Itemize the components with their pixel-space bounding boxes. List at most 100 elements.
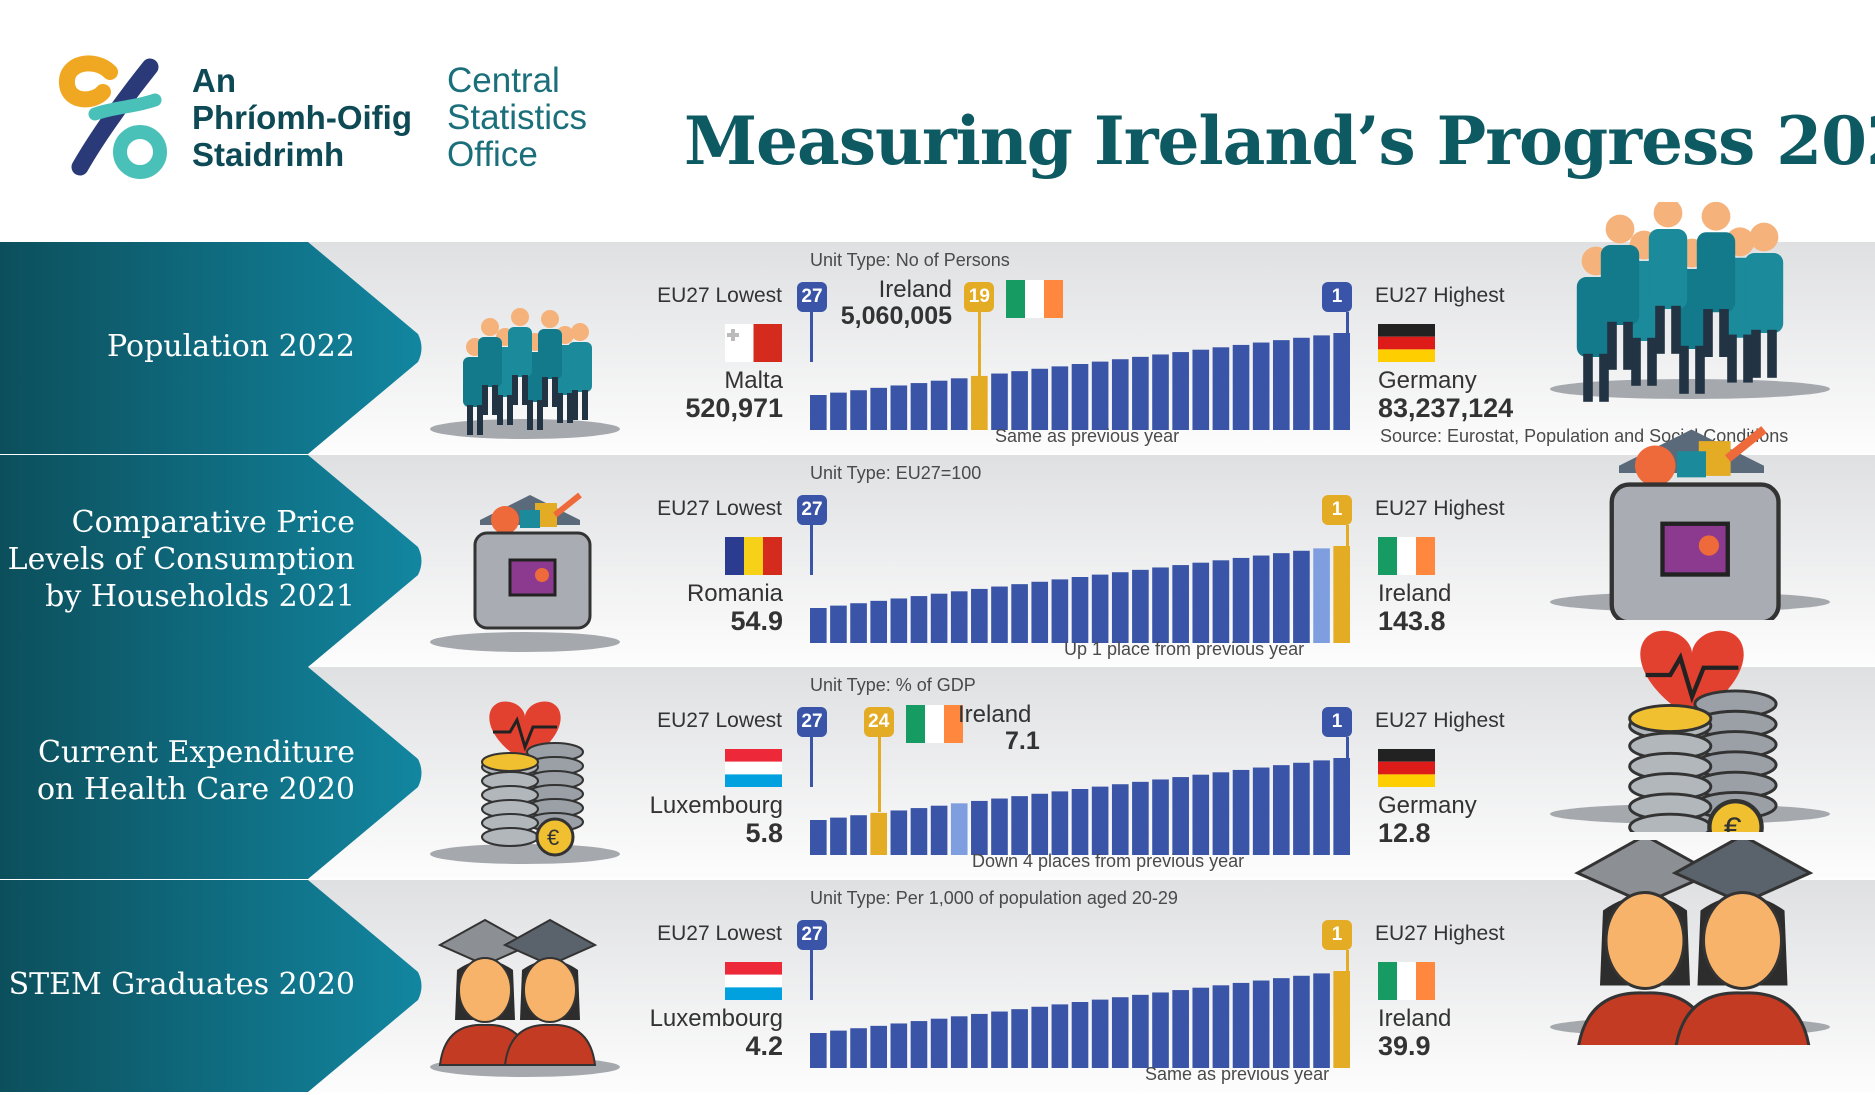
rank-27-badge: 27 <box>797 707 827 737</box>
rank-27-badge: 27 <box>797 920 827 950</box>
lowest-country-name: Luxembourg <box>649 792 783 819</box>
bar-rank-11 <box>1132 781 1149 855</box>
bar-rank-23 <box>890 598 908 643</box>
bar-rank-18 <box>991 798 1008 855</box>
bar-rank-2 <box>1313 973 1330 1068</box>
row-title-arrow <box>0 667 422 879</box>
bar-rank-24 <box>870 600 888 643</box>
bar-rank-7 <box>1212 560 1230 643</box>
rank-27-marker <box>810 950 813 1000</box>
bar-rank-11 <box>1132 356 1149 430</box>
bar-rank-2 <box>1313 548 1330 643</box>
bar-rank-22 <box>910 808 928 855</box>
bar-rank-17 <box>1011 584 1028 643</box>
ireland-value: 7.1 <box>1005 727 1040 755</box>
bar-rank-9 <box>1172 777 1189 855</box>
rank-1-badge: 1 <box>1322 495 1352 525</box>
org-name-irish: An Phríomh-Oifig Staidrimh <box>192 62 412 173</box>
unit-type: Unit Type: % of GDP <box>810 675 976 695</box>
rank-27-badge: 27 <box>797 495 827 525</box>
bar-rank-4 <box>1272 765 1290 855</box>
ireland-name: Ireland <box>878 276 952 303</box>
lowest-country-flag <box>725 749 782 787</box>
bar-rank-26 <box>830 392 847 430</box>
unit-type: Unit Type: EU27=100 <box>810 463 982 483</box>
lowest-country-name: Malta <box>724 367 783 394</box>
bar-rank-13 <box>1091 786 1109 855</box>
row-title-arrow <box>0 455 422 667</box>
highest-country-name: Germany <box>1378 367 1477 394</box>
graduates-icon <box>425 895 625 1085</box>
svg-text:€: € <box>547 825 559 850</box>
eu27-highest-label: EU27 Highest <box>1375 497 1505 520</box>
change-note: Down 4 places from previous year <box>972 851 1245 871</box>
highest-country-value: 39.9 <box>1378 1031 1431 1061</box>
org-name-english: Central Statistics Office <box>447 61 588 174</box>
lowest-country-name: Romania <box>686 580 783 607</box>
bar-rank-3 <box>1293 337 1310 430</box>
highest-country-flag <box>1378 537 1435 575</box>
bar-rank-15 <box>1051 366 1069 430</box>
bar-rank-7 <box>1212 347 1230 430</box>
bar-rank-10 <box>1152 567 1169 643</box>
bar-rank-4 <box>1272 553 1290 643</box>
row-title-line: STEM Graduates 2020 <box>8 966 355 1002</box>
bar-rank-8 <box>1192 774 1210 855</box>
bar-rank-11 <box>1132 994 1149 1068</box>
bar-rank-8 <box>1192 562 1210 643</box>
ireland-rank-badge: 24 <box>863 707 894 737</box>
rank-27-marker <box>810 737 813 787</box>
people-group-icon <box>425 257 625 447</box>
indicator-row: STEM Graduates 2020 Unit Type: Per 1,000 … <box>0 833 1875 1092</box>
ireland-rank-marker <box>877 737 881 812</box>
cso-logo-icon <box>59 55 167 179</box>
ireland-flag <box>1006 280 1064 318</box>
rank-1-badge: 1 <box>1322 282 1352 312</box>
bar-rank-9 <box>1172 565 1189 643</box>
lowest-country-value: 54.9 <box>730 606 783 636</box>
ireland-rank-marker <box>978 312 982 387</box>
bar-rank-20 <box>950 378 968 430</box>
bar-rank-14 <box>1071 1002 1089 1068</box>
eu27-highest-label: EU27 Highest <box>1375 284 1505 307</box>
rank-27-marker <box>810 525 813 575</box>
bar-rank-27 <box>810 608 827 643</box>
highest-country-flag <box>1378 962 1435 1000</box>
bar-rank-11 <box>1132 569 1149 643</box>
bar-rank-13 <box>1091 574 1109 643</box>
bar-rank-21 <box>930 1018 948 1068</box>
row-title: Population 2022 <box>0 328 355 365</box>
row-title-line: on Health Care 2020 <box>36 772 355 807</box>
bar-rank-10 <box>1152 992 1169 1068</box>
highest-country-name: Ireland <box>1378 580 1452 607</box>
change-note: Same as previous year <box>995 426 1180 446</box>
bar-rank-12 <box>1111 997 1129 1068</box>
bar-rank-15 <box>1051 579 1069 643</box>
bar-rank-14 <box>1071 364 1089 430</box>
bar-ireland <box>971 375 988 430</box>
bar-rank-3 <box>1293 975 1310 1068</box>
bar-rank-1 <box>1333 758 1350 855</box>
bar-rank-18 <box>991 586 1008 643</box>
rank-1-marker <box>1346 737 1349 847</box>
bar-rank-23 <box>890 810 908 855</box>
highest-country-flag <box>1378 749 1435 787</box>
bar-rank-15 <box>1051 791 1069 855</box>
bar-rank-6 <box>1232 982 1250 1068</box>
rank-1-badge: 1 <box>1322 707 1352 737</box>
bar-rank-16 <box>1031 368 1049 430</box>
shopping-bag-icon <box>425 470 625 660</box>
bar-rank-23 <box>890 385 908 430</box>
ranking-bar-chart <box>810 546 1350 643</box>
bar-rank-21 <box>930 593 948 643</box>
ireland-name: Ireland <box>958 701 1032 728</box>
bar-rank-4 <box>1272 340 1290 430</box>
row-title-arrow <box>0 242 422 454</box>
ranking-bar-chart <box>810 758 1350 855</box>
indicator-row: Population 2022 Unit Type: No of Persons E… <box>0 198 1875 454</box>
rank-1-marker <box>1346 312 1349 422</box>
bar-rank-12 <box>1111 784 1129 855</box>
bar-rank-18 <box>991 1011 1008 1068</box>
bar-rank-5 <box>1252 980 1270 1068</box>
indicator-row: Current Expenditure on Health Care 2020 € €… <box>0 630 1875 879</box>
